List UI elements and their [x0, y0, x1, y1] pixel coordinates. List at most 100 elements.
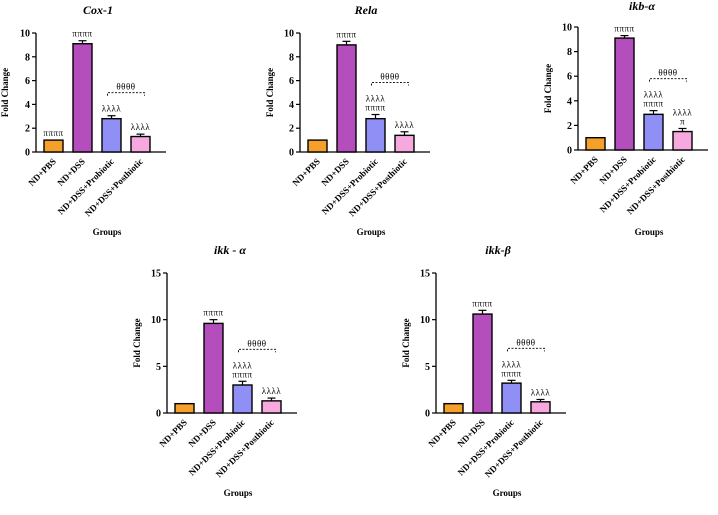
x-category-label: ND+PBS — [157, 417, 189, 449]
significance-label: π — [680, 116, 685, 126]
significance-label: λλλλ — [102, 104, 122, 114]
comparison-bracket — [649, 78, 687, 82]
x-axis-label: Groups — [493, 488, 522, 498]
bar-nd-pbs — [174, 402, 195, 414]
bracket-label: θθθθ — [247, 338, 266, 348]
significance-label: λλλλ — [502, 359, 522, 369]
y-tick-label: 0 — [25, 148, 30, 159]
y-tick-label: 0 — [156, 409, 161, 420]
chart-title: Rela — [354, 3, 378, 17]
y-tick-label: 10 — [562, 23, 572, 34]
bracket-label: θθθθ — [380, 72, 399, 82]
y-tick-label: 15 — [151, 269, 161, 280]
x-category-label: ND+DSS+Posthiotic — [347, 156, 409, 218]
y-tick-label: 4 — [25, 100, 30, 111]
significance-label: ππππ — [365, 103, 385, 113]
significance-label: ππππ — [72, 29, 92, 39]
x-category-label: ND+PBS — [290, 156, 322, 188]
significance-label: ππππ — [614, 24, 634, 34]
y-tick-label: 10 — [151, 315, 161, 326]
y-axis-label: Fold Change — [132, 318, 142, 367]
chart-panel-cox-1: Cox-1 Fold Change 0 2 4 6 8 10 ππππ ND+PBS ππππ ND+… — [0, 3, 166, 237]
y-tick-label: 4 — [567, 96, 572, 107]
x-axis-label: Groups — [224, 488, 253, 498]
chart-title: ikk - α — [214, 243, 246, 257]
bar-nd-pbs — [307, 139, 328, 153]
y-tick-label: 10 — [20, 29, 30, 40]
significance-label: ππππ — [472, 298, 492, 308]
chart-title: Cox-1 — [83, 3, 113, 17]
y-axis-label: Fold Change — [0, 68, 10, 117]
bar-nd-dss-probiotic — [643, 113, 664, 151]
significance-label: λλλλ — [131, 122, 151, 132]
bar-nd-dss-probiotic — [101, 117, 122, 153]
bar-nd-dss — [472, 313, 493, 414]
x-axis-label: Groups — [93, 227, 122, 237]
bar-nd-pbs — [443, 402, 464, 414]
y-tick-label: 4 — [289, 100, 294, 111]
significance-label: ππππ — [232, 369, 252, 379]
significance-label: λλλλ — [531, 387, 551, 397]
bar-nd-dss — [203, 322, 224, 414]
significance-label: ππππ — [336, 29, 356, 39]
bar-nd-dss-probiotic — [365, 117, 386, 153]
y-tick-label: 15 — [420, 269, 430, 280]
bar-nd-dss — [614, 37, 635, 151]
y-tick-label: 0 — [567, 146, 572, 157]
y-tick-label: 2 — [567, 121, 572, 132]
x-category-label: ND+DSS+Posthiotic — [625, 154, 687, 216]
comparison-bracket — [507, 347, 545, 352]
x-category-label: ND+PBS — [568, 154, 600, 186]
significance-label: λλλλ — [233, 360, 253, 370]
comparison-bracket — [107, 92, 145, 96]
y-tick-label: 10 — [284, 29, 294, 40]
bar-nd-dss-posthiotic — [394, 134, 415, 153]
y-tick-label: 8 — [25, 52, 30, 63]
bar-nd-pbs — [585, 136, 606, 151]
bar-nd-dss-probiotic — [501, 382, 522, 414]
y-tick-label: 6 — [289, 76, 294, 87]
bracket-label: θθθθ — [516, 337, 535, 347]
y-tick-label: 2 — [289, 124, 294, 135]
significance-label: λλλλ — [395, 120, 415, 130]
y-tick-label: 0 — [425, 409, 430, 420]
x-axis-label: Groups — [357, 227, 386, 237]
x-category-label: ND+PBS — [426, 417, 458, 449]
chart-panel-ikk: ikk - α Fold Change 0 5 10 15 ND+PBS ππππ ND+DSS… — [132, 243, 297, 498]
chart-title: ikk-β — [485, 243, 511, 257]
x-axis-label: Groups — [635, 227, 664, 237]
significance-label: λλλλ — [644, 90, 664, 100]
significance-label: λλλλ — [262, 386, 282, 396]
y-tick-label: 8 — [567, 47, 572, 58]
y-tick-label: 0 — [289, 148, 294, 159]
y-tick-label: 10 — [420, 315, 430, 326]
significance-label: λλλλ — [366, 94, 386, 104]
bar-nd-dss-posthiotic — [261, 400, 282, 414]
bar-nd-pbs — [43, 139, 64, 153]
bar-nd-dss-posthiotic — [530, 401, 551, 414]
y-tick-label: 2 — [25, 124, 30, 135]
y-tick-label: 5 — [156, 362, 161, 373]
significance-label: ππππ — [501, 368, 521, 378]
comparison-bracket — [238, 348, 276, 353]
comparison-bracket — [371, 82, 409, 86]
y-tick-label: 8 — [289, 52, 294, 63]
bracket-label: θθθθ — [116, 82, 135, 92]
y-tick-label: 6 — [25, 76, 30, 87]
bar-nd-dss-posthiotic — [672, 130, 693, 151]
chart-title: ikb-α — [629, 0, 655, 13]
significance-label: ππππ — [643, 99, 663, 109]
y-axis-label: Fold Change — [543, 64, 553, 113]
significance-label: λλλλ — [673, 107, 693, 117]
bar-nd-dss — [336, 44, 357, 153]
bracket-label: θθθθ — [658, 68, 677, 78]
x-category-label: ND+DSS+Posthiotic — [214, 417, 276, 479]
y-axis-label: Fold Change — [265, 68, 275, 117]
x-category-label: ND+PBS — [26, 156, 58, 188]
y-tick-label: 5 — [425, 362, 430, 373]
bar-nd-dss — [72, 43, 93, 153]
